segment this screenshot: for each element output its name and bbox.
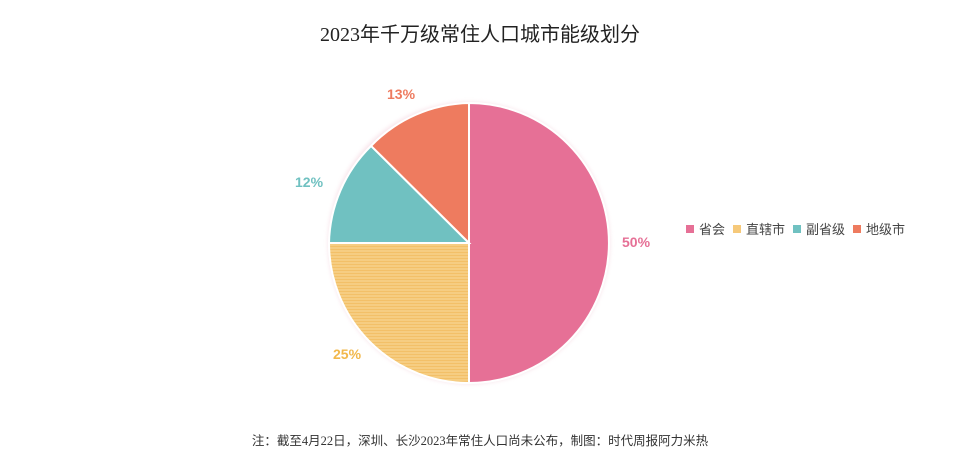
legend: 省会 直辖市 副省级 地级市 [686,219,913,238]
label-prefecture-city: 13% [387,86,416,102]
label-municipality: 25% [333,346,362,362]
source-note: 注：截至4月22日，深圳、长沙2023年常住人口尚未公布，制图：时代周报阿力米热 [251,434,709,448]
slice-sub-provincial[interactable] [327,144,472,244]
legend-swatch [733,224,742,233]
legend-swatch [853,224,862,233]
slice-municipality[interactable] [327,242,470,385]
label-provincial-capital: 50% [622,234,651,250]
legend-item-prefecture-city[interactable]: 地级市 [853,219,905,238]
legend-label: 副省级 [806,222,846,237]
legend-label: 地级市 [866,222,906,237]
label-sub-provincial: 12% [295,174,324,190]
legend-item-municipality[interactable]: 直辖市 [733,219,785,238]
legend-label: 直辖市 [746,222,786,237]
legend-item-provincial-capital[interactable]: 省会 [686,219,725,238]
legend-swatch [793,224,802,233]
legend-item-sub-provincial[interactable]: 副省级 [793,219,845,238]
slice-prefecture-city[interactable] [369,101,470,246]
chart-title: 2023年千万级常住人口城市能级划分 [320,24,640,46]
legend-swatch [686,224,694,233]
legend-label: 省会 [699,222,726,237]
slice-provincial-capital[interactable] [468,101,610,385]
